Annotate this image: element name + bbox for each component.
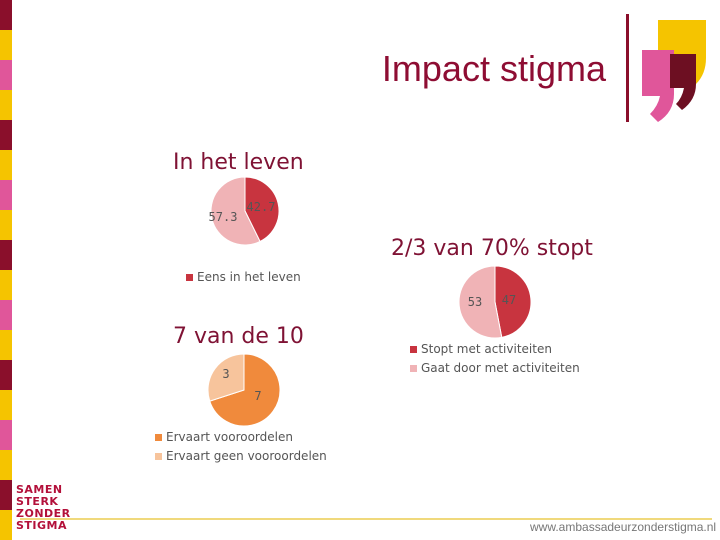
decorative-stripe — [0, 0, 12, 540]
legend-7-van-de-10: Ervaart vooroordelen Ervaart geen vooroo… — [155, 428, 327, 466]
pie-slice — [207, 353, 245, 402]
brand-logo: SAMEN STERK ZONDER STIGMA — [16, 484, 71, 532]
pie-slice — [494, 265, 532, 338]
quote-mark-dark — [670, 54, 696, 110]
pie-data-label: 57.3 — [209, 210, 238, 224]
stripe-segment — [0, 150, 12, 180]
pie-chart-in-het-leven: 42.7 57.3 — [209, 176, 280, 246]
pie-slice — [210, 176, 261, 246]
footer-divider — [20, 518, 712, 520]
footer-url: www.ambassadeurzonderstigma.nl — [530, 520, 717, 534]
legend-label: Stopt met activiteiten — [421, 342, 552, 356]
legend-stopt: Stopt met activiteiten Gaat door met act… — [410, 340, 580, 378]
stripe-segment — [0, 180, 12, 210]
stripe-segment — [0, 420, 12, 450]
pie-data-label: 7 — [254, 389, 261, 403]
stripe-segment — [0, 390, 12, 420]
chart-title-7-van-de-10: 7 van de 10 — [173, 324, 304, 349]
legend-label: Ervaart vooroordelen — [166, 430, 293, 444]
legend-label: Ervaart geen vooroordelen — [166, 449, 327, 463]
legend-in-het-leven: Eens in het leven — [186, 270, 301, 284]
legend-item: Ervaart vooroordelen — [155, 428, 327, 447]
pie-slice — [244, 176, 280, 243]
chart-title-stopt: 2/3 van 70% stopt — [391, 236, 593, 261]
pie-data-label: 3 — [222, 367, 229, 381]
stripe-segment — [0, 360, 12, 390]
brand-logo-line: SAMEN — [16, 483, 63, 496]
legend-swatch — [155, 434, 162, 441]
pie-chart-stopt: 47 53 — [458, 265, 532, 339]
legend-swatch — [186, 274, 193, 281]
brand-logo-line: STERK — [16, 495, 59, 508]
stripe-segment — [0, 30, 12, 60]
quote-mark-logo — [642, 20, 706, 122]
pie-slice — [458, 265, 503, 339]
pie-data-label: 47 — [502, 293, 516, 307]
legend-swatch — [155, 453, 162, 460]
legend-item: Stopt met activiteiten — [410, 340, 580, 359]
stripe-segment — [0, 240, 12, 270]
legend-item: Gaat door met activiteiten — [410, 359, 580, 378]
stripe-segment — [0, 480, 12, 510]
legend-label: Eens in het leven — [197, 270, 301, 284]
stripe-segment — [0, 0, 12, 30]
quote-mark-pink — [642, 50, 674, 122]
stripe-segment — [0, 270, 12, 300]
legend-item: Ervaart geen vooroordelen — [155, 447, 327, 466]
stripe-segment — [0, 330, 12, 360]
title-divider — [626, 14, 629, 122]
stripe-segment — [0, 450, 12, 480]
stripe-segment — [0, 90, 12, 120]
stripe-segment — [0, 60, 12, 90]
chart-title-in-het-leven: In het leven — [173, 150, 304, 175]
legend-label: Gaat door met activiteiten — [421, 361, 580, 375]
stripe-segment — [0, 120, 12, 150]
pie-slice — [209, 353, 281, 426]
pie-data-label: 42.7 — [247, 200, 276, 214]
legend-swatch — [410, 365, 417, 372]
pie-chart-7-van-de-10: 73 — [207, 353, 281, 426]
pie-data-label: 53 — [468, 295, 482, 309]
stripe-segment — [0, 510, 12, 540]
stripe-segment — [0, 210, 12, 240]
stripe-segment — [0, 300, 12, 330]
slide-title: Impact stigma — [381, 48, 606, 89]
brand-logo-line: STIGMA — [16, 519, 68, 532]
legend-swatch — [410, 346, 417, 353]
brand-logo-line: ZONDER — [16, 507, 71, 520]
